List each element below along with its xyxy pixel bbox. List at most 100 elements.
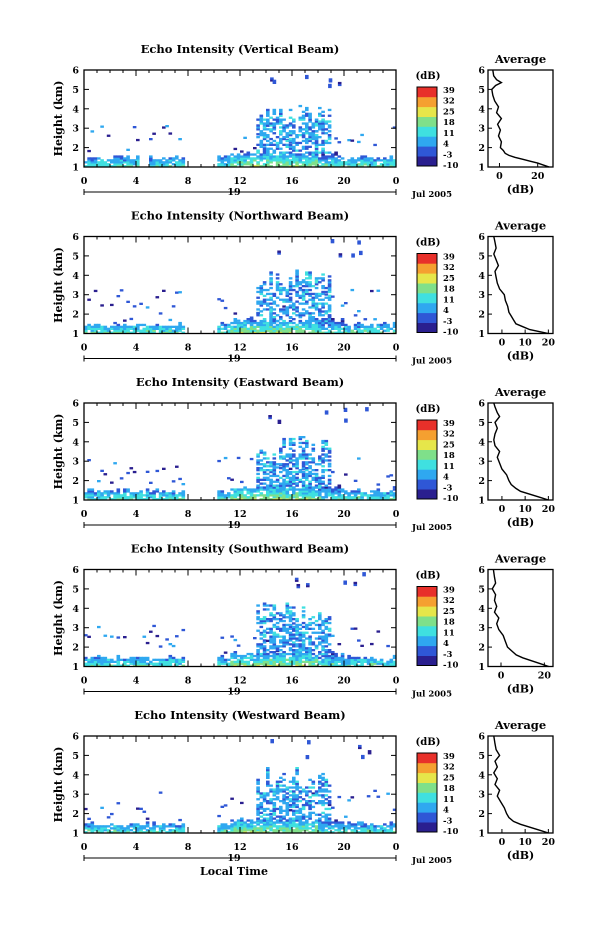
echo-cell: [256, 788, 260, 791]
echo-cell: [116, 488, 121, 491]
echo-cell: [266, 157, 270, 160]
echo-cell: [306, 583, 310, 586]
echo-cell: [321, 459, 325, 462]
echo-cell: [145, 831, 150, 834]
echo-cell: [165, 161, 169, 164]
echo-cell: [269, 283, 273, 286]
echo-cell: [87, 827, 91, 830]
echo-cell: [373, 789, 377, 792]
echo-cell: [266, 767, 270, 770]
echo-cell: [285, 143, 290, 146]
echo-cell: [288, 321, 293, 325]
echo-cell: [282, 494, 286, 497]
echo-cell: [279, 619, 283, 623]
echo-cell: [347, 331, 351, 334]
echo-cell: [331, 496, 335, 499]
echo-cell: [158, 645, 163, 648]
echo-cell: [373, 496, 377, 499]
echo-cell: [389, 161, 394, 164]
colorbar-swatch: [417, 156, 437, 167]
echo-cell: [139, 831, 143, 834]
echo-cell: [123, 827, 127, 830]
echo-cell: [327, 796, 332, 799]
echo-cell: [308, 817, 312, 820]
echo-cell: [357, 831, 361, 834]
echo-cell: [301, 114, 306, 117]
echo-cell: [305, 469, 309, 472]
echo-cell: [233, 664, 238, 667]
echo-cell: [308, 128, 312, 131]
echo-cell: [308, 465, 312, 468]
echo-cell: [249, 821, 254, 824]
echo-cell: [259, 153, 264, 156]
echo-cell: [314, 279, 319, 282]
echo-cell: [275, 656, 280, 660]
echo-cell: [139, 664, 143, 667]
echo-cell: [227, 492, 231, 495]
echo-cell: [285, 155, 290, 158]
echo-cell: [119, 831, 124, 834]
echo-cell: [155, 327, 160, 330]
echo-cell: [285, 314, 290, 317]
echo-cell: [253, 498, 257, 501]
echo-cell: [119, 163, 124, 166]
echo-cell: [288, 296, 293, 299]
echo-cell: [155, 488, 160, 491]
echo-cell: [262, 147, 267, 150]
echo-cell: [324, 122, 329, 125]
echo-cell: [158, 159, 163, 162]
echo-cell: [314, 821, 319, 824]
echo-cell: [370, 656, 374, 660]
echo-cell: [217, 459, 221, 463]
echo-cell: [343, 580, 347, 583]
echo-cell: [275, 633, 280, 636]
echo-cell: [305, 321, 309, 325]
echo-cell: [113, 831, 117, 834]
echo-cell: [285, 829, 290, 832]
profile-y-tick-label: 4: [478, 104, 485, 115]
echo-cell: [331, 494, 335, 497]
echo-cell: [217, 496, 221, 499]
echo-cell: [279, 652, 283, 656]
echo-cell: [129, 467, 134, 470]
x-tick-label: 0: [81, 842, 88, 853]
echo-cell: [324, 778, 329, 781]
echo-cell: [97, 656, 101, 660]
echo-cell: [314, 631, 319, 634]
echo-cell: [321, 800, 325, 803]
echo-cell: [327, 618, 332, 621]
echo-cell: [285, 798, 290, 801]
echo-cell: [288, 306, 293, 309]
echo-cell: [308, 271, 312, 274]
echo-cell: [321, 784, 325, 787]
echo-cell: [259, 327, 264, 330]
echo-cell: [259, 286, 264, 290]
echo-cell: [347, 496, 351, 499]
echo-cell: [100, 159, 104, 162]
echo-cell: [171, 159, 176, 162]
profile-y-tick-label: 1: [478, 163, 485, 174]
echo-cell: [272, 492, 277, 495]
echo-cell: [230, 797, 234, 800]
echo-cell: [253, 637, 257, 640]
echo-cell: [327, 823, 332, 826]
echo-cell: [305, 319, 309, 323]
echo-cell: [175, 660, 179, 663]
echo-cell: [84, 807, 88, 811]
echo-cell: [340, 662, 345, 665]
echo-cell: [275, 147, 280, 150]
echo-cell: [285, 606, 290, 609]
echo-cell: [389, 327, 394, 330]
echo-cell: [298, 155, 303, 158]
echo-cell: [145, 331, 150, 334]
echo-cell: [262, 664, 267, 667]
echo-cell: [295, 782, 299, 785]
echo-cell: [119, 155, 124, 158]
echo-cell: [223, 496, 228, 499]
echo-cell: [262, 488, 267, 491]
echo-cell: [272, 811, 277, 814]
echo-cell: [272, 794, 277, 797]
echo-cell: [277, 419, 282, 422]
echo-cell: [314, 286, 319, 290]
echo-cell: [370, 498, 374, 501]
